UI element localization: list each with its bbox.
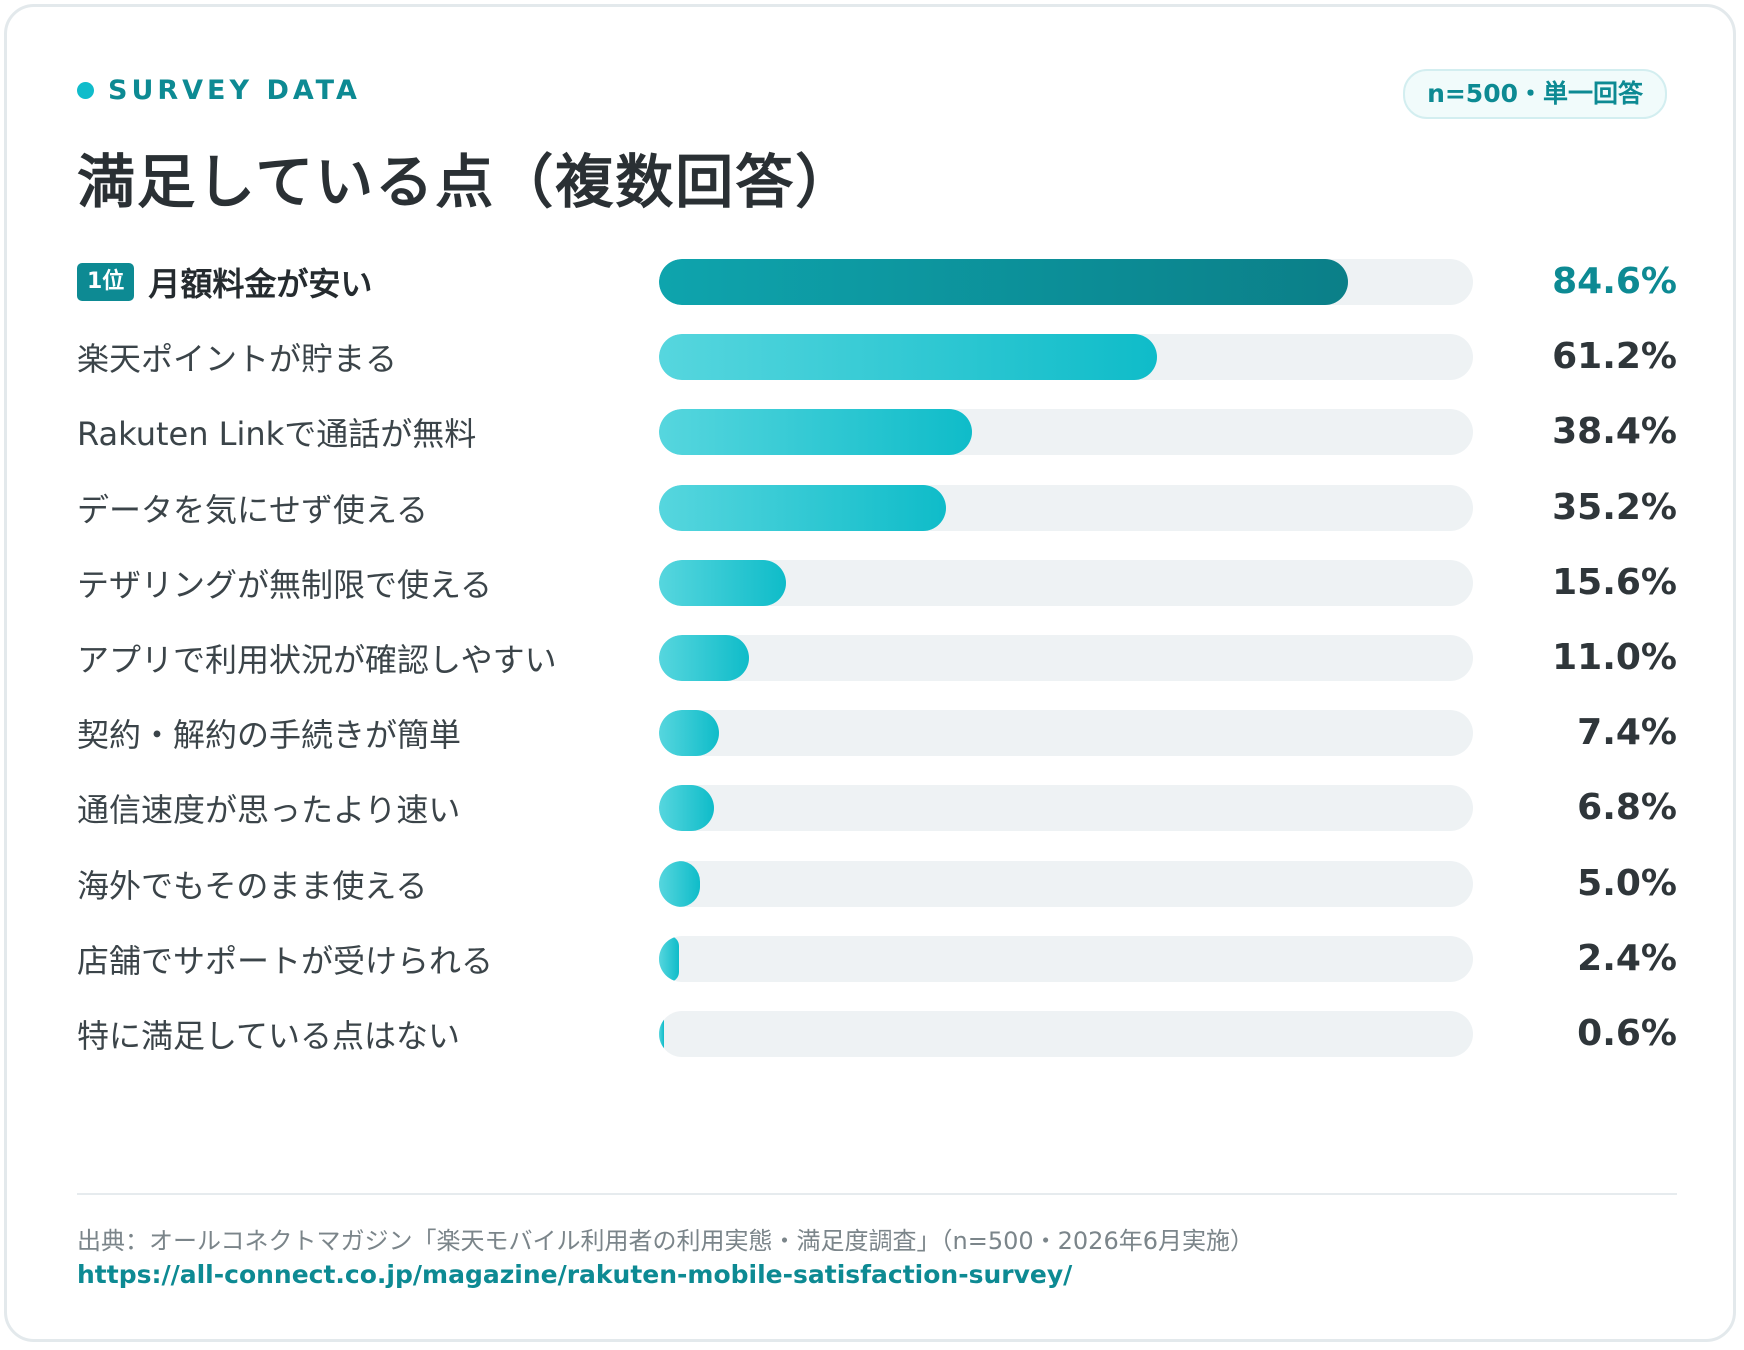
bar [659,484,946,531]
category-text: 特に満足している点はない [77,1017,461,1055]
bar-value-label: 15.6% [1552,561,1677,603]
bar [659,334,1158,381]
bar-category-label: Rakuten Linkで通話が無料 [77,402,476,462]
category-text: 月額料金が安い [148,265,373,303]
category-text: 海外でもそのまま使える [77,866,428,905]
bar-track [659,259,1473,305]
bar-value-label: 11.0% [1552,637,1677,678]
bar-category-label: テザリングが無制限で使える [77,553,492,613]
bar-value-label: 61.2% [1552,336,1677,378]
bar-value-label: 35.2% [1552,486,1677,528]
category-text: 通信速度が思ったより速い [77,791,461,830]
bar-row: データを気にせず使える 35.2% [77,478,1677,538]
survey-card: SURVEY DATA n=500・単一回答 満足している点（複数回答） 1位月… [4,4,1736,1342]
eyebrow: SURVEY DATA [77,75,361,106]
bar-category-label: 店舗でサポートが受けられる [77,929,493,989]
category-text: Rakuten Linkで通話が無料 [77,415,477,454]
bar-category-label: 通信速度が思ったより速い [77,778,460,838]
bar-row: 契約・解約の手続きが簡単 7.4% [77,703,1677,763]
bar [659,1011,664,1057]
bar-track [659,635,1473,681]
chart-title: 満足している点（複数回答） [77,148,856,216]
bar-category-label: 1位 月額料金が安い [77,252,372,312]
eyebrow-dot-icon [77,82,94,99]
bar-track [659,559,1473,606]
bar-category-label: 特に満足している点はない [77,1004,460,1064]
bar-value-label: 38.4% [1552,411,1677,453]
bar [659,635,749,681]
eyebrow-text: SURVEY DATA [108,75,361,106]
bar-category-label: 楽天ポイントが貯まる [77,327,397,387]
bar-row: アプリで利用状況が確認しやすい 11.0% [77,628,1677,688]
category-text: テザリングが無制限で使える [77,565,493,604]
bar-category-label: 海外でもそのまま使える [77,854,427,914]
bar-track [659,785,1473,832]
bar-track [659,935,1473,982]
bar-value-label: 84.6% [1552,261,1677,302]
category-text: データを気にせず使える [77,490,429,529]
bar-track [659,860,1473,907]
bar-category-label: アプリで利用状況が確認しやすい [77,628,557,688]
bar [659,259,1348,305]
bar [659,710,720,757]
bar [659,409,972,456]
bar-value-label: 2.4% [1577,937,1677,979]
sample-size-badge: n=500・単一回答 [1403,69,1667,119]
bar-row: 特に満足している点はない 0.6% [77,1004,1677,1064]
source-link[interactable]: https://all-connect.co.jp/magazine/rakut… [77,1260,1073,1289]
bar-value-label: 0.6% [1577,1013,1677,1054]
footer-divider [77,1193,1677,1195]
bar-row: テザリングが無制限で使える 15.6% [77,553,1677,613]
bar-value-label: 5.0% [1577,862,1677,904]
bar-row: 海外でもそのまま使える 5.0% [77,854,1677,914]
bar-track [659,710,1473,757]
bar-track [659,1011,1473,1057]
bar-row: 店舗でサポートが受けられる 2.4% [77,929,1677,989]
bar-row: 通信速度が思ったより速い 6.8% [77,778,1677,838]
bar [659,559,786,606]
bar-category-label: データを気にせず使える [77,478,428,538]
bar-value-label: 7.4% [1577,712,1677,754]
category-text: アプリで利用状況が確認しやすい [77,641,557,679]
rank-badge: 1位 [77,263,135,301]
bar [659,860,700,907]
bar-row: Rakuten Linkで通話が無料 38.4% [77,402,1677,462]
bar-row: 1位 月額料金が安い 84.6% [77,252,1677,312]
bar-row: 楽天ポイントが貯まる 61.2% [77,327,1677,387]
bar [659,785,715,832]
bar-value-label: 6.8% [1577,787,1677,829]
category-text: 契約・解約の手続きが簡単 [77,716,462,755]
source-note: 出典：オールコネクトマガジン「楽天モバイル利用者の利用実態・満足度調査」（n=5… [77,1227,1254,1255]
bar-category-label: 契約・解約の手続きが簡単 [77,703,461,763]
bar-track [659,484,1473,531]
bar-track [659,334,1473,381]
bar-track [659,409,1473,456]
bar [659,935,679,982]
category-text: 楽天ポイントが貯まる [77,340,398,379]
category-text: 店舗でサポートが受けられる [77,941,494,980]
